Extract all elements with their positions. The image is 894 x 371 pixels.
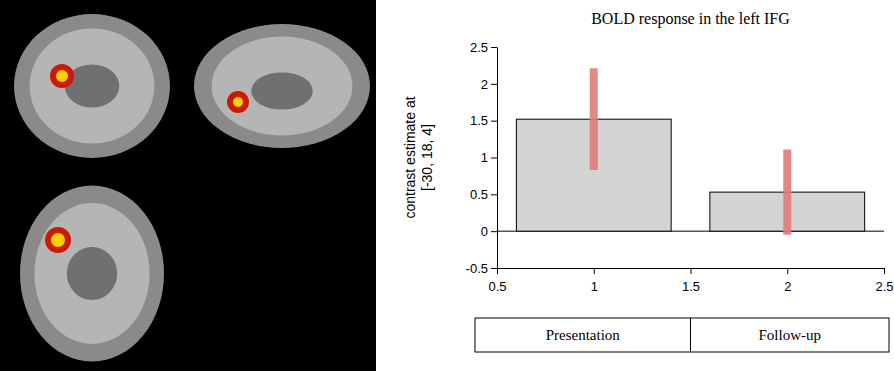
x-tick-mark	[594, 268, 595, 274]
y-axis-title: contrast estimate at[-30, 18, 4]	[402, 96, 435, 218]
y-tick-mark	[491, 47, 497, 48]
brain-tissue	[34, 203, 149, 344]
y-tick: 2.5	[470, 40, 497, 55]
brain-outline	[20, 186, 164, 362]
brain-tissue	[30, 28, 155, 143]
brain-outline	[194, 24, 370, 148]
chart-title: BOLD response in the left IFG	[591, 10, 790, 28]
y-axis-line	[497, 48, 498, 269]
y-tick-mark	[491, 158, 497, 159]
x-tick-label: 2.5	[875, 279, 893, 294]
x-tick-mark	[787, 268, 788, 274]
y-tick-label: 1	[481, 150, 488, 165]
plot-marks	[516, 68, 864, 234]
activation-peak	[51, 233, 65, 247]
y-tick-label: 2.5	[470, 40, 488, 55]
x-tick: 1	[591, 268, 598, 294]
x-tick-mark	[497, 268, 498, 274]
y-tick-mark	[491, 121, 497, 122]
y-axis-title-line: contrast estimate at	[402, 96, 418, 218]
y-tick-mark	[491, 194, 497, 195]
x-tick-label: 2	[784, 279, 791, 294]
x-tick-label: 1	[591, 279, 598, 294]
brain-slice	[20, 186, 164, 362]
activation	[50, 64, 74, 88]
y-tick-label: 2	[481, 76, 488, 91]
brain-core	[65, 64, 120, 107]
y-tick-label: 0.5	[470, 187, 488, 202]
y-tick-label: -0.5	[466, 261, 488, 276]
y-axis: -0.5 0 0.5 1 1.5 2 2.5	[466, 40, 498, 276]
y-tick-mark	[491, 231, 497, 232]
brain-slice	[14, 14, 170, 158]
category-box	[475, 318, 889, 352]
y-tick-label: 0	[481, 224, 488, 239]
brain-tissue	[212, 36, 353, 135]
activation	[45, 227, 71, 253]
x-tick-label: 1.5	[682, 279, 700, 294]
y-tick-mark	[491, 84, 497, 85]
y-tick: 1	[481, 150, 497, 165]
y-tick-label: 1.5	[470, 113, 488, 128]
panel-background	[0, 0, 376, 371]
x-tick: 2	[784, 268, 791, 294]
y-tick: -0.5	[466, 261, 497, 276]
y-tick: 2	[481, 76, 497, 91]
error-bar	[783, 149, 791, 234]
category-table: Presentation Follow-up	[475, 318, 889, 352]
x-tick-label: 0.5	[488, 279, 506, 294]
y-tick: 1.5	[470, 113, 497, 128]
activation	[227, 91, 249, 113]
x-tick: 1.5	[682, 268, 700, 294]
activation-peak	[56, 70, 68, 82]
activation-peak	[233, 97, 243, 107]
x-axis: 0.5 1 1.5 2 2.5	[488, 268, 893, 294]
x-tick: 0.5	[488, 268, 506, 294]
category-divider	[690, 318, 691, 352]
y-axis-title-line: [-30, 18, 4]	[419, 124, 435, 191]
y-tick-mark	[491, 268, 497, 269]
brain-slice	[194, 24, 370, 148]
figure: BOLD response in the left IFG contrast es…	[0, 0, 894, 371]
x-tick-mark	[691, 268, 692, 274]
x-tick: 2.5	[875, 268, 893, 294]
category-label: Follow-up	[758, 327, 821, 343]
y-tick: 0.5	[470, 187, 497, 202]
brain-panels	[0, 0, 376, 371]
x-tick-mark	[884, 268, 885, 274]
error-bar	[590, 68, 598, 170]
y-tick: 0	[481, 224, 497, 239]
category-label: Presentation	[546, 327, 621, 343]
brain-core	[251, 72, 313, 109]
brain-core	[67, 247, 117, 300]
brain-outline	[14, 14, 170, 158]
